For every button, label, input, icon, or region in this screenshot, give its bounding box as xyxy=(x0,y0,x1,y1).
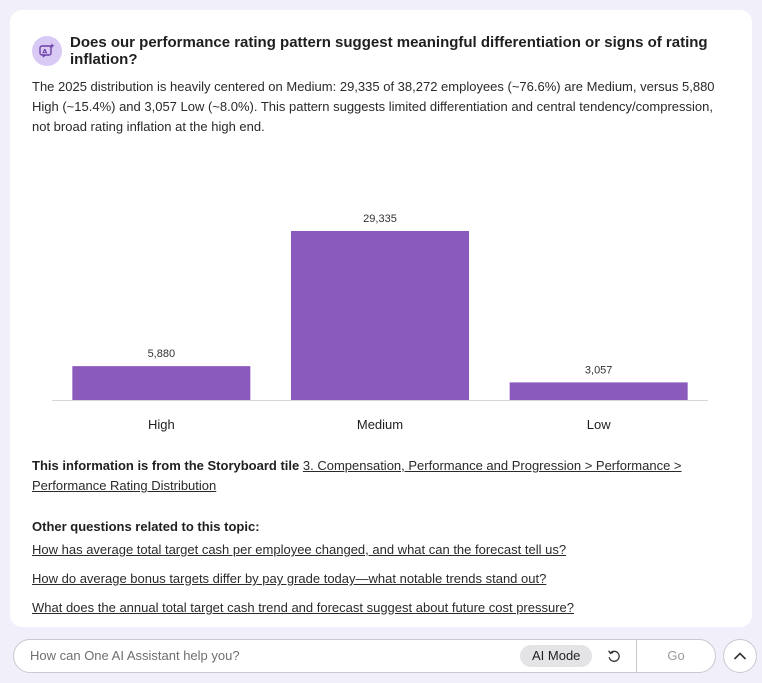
rating-distribution-chart: 5,880 High 29,335 Medium 3,057 Low xyxy=(10,190,752,440)
question-header: A Does our performance rating pattern su… xyxy=(32,34,722,68)
chevron-up-icon xyxy=(733,652,747,660)
data-label: 5,880 xyxy=(148,348,176,360)
x-tick-label: Low xyxy=(587,417,611,432)
data-label: 3,057 xyxy=(585,364,613,376)
source-info: This information is from the Storyboard … xyxy=(32,456,722,496)
x-tick-label: Medium xyxy=(357,417,403,432)
scroll-up-button[interactable] xyxy=(723,639,757,673)
bar-medium[interactable] xyxy=(291,231,469,400)
assistant-input-bar[interactable]: How can One AI Assistant help you? AI Mo… xyxy=(13,639,716,673)
bar-low[interactable] xyxy=(509,382,688,400)
data-label: 29,335 xyxy=(363,213,397,225)
related-question-link[interactable]: How do average bonus targets differ by p… xyxy=(32,571,547,586)
question-title: Does our performance rating pattern sugg… xyxy=(70,34,708,68)
ai-sparkle-icon: A xyxy=(32,36,62,66)
related-questions-title: Other questions related to this topic: xyxy=(32,519,260,534)
related-question-link[interactable]: What does the annual total target cash t… xyxy=(32,600,575,615)
chat-input[interactable]: How can One AI Assistant help you? xyxy=(30,648,240,663)
related-question-link[interactable]: How has average total target cash per em… xyxy=(32,542,567,557)
related-questions-list: How has average total target cash per em… xyxy=(32,540,722,627)
x-tick-label: High xyxy=(148,417,175,432)
answer-text: The 2025 distribution is heavily centere… xyxy=(32,79,715,134)
ai-mode-toggle[interactable]: AI Mode xyxy=(520,645,593,667)
svg-text:A: A xyxy=(42,48,47,56)
source-lead: This information is from the Storyboard … xyxy=(32,458,300,473)
input-divider xyxy=(636,640,637,672)
reset-icon[interactable] xyxy=(604,646,624,666)
bar-high[interactable] xyxy=(72,366,251,400)
storyboard-tile-link[interactable]: 3. Compensation, Performance and Progres… xyxy=(32,458,682,493)
answer-card: A Does our performance rating pattern su… xyxy=(10,10,752,627)
go-button[interactable]: Go xyxy=(667,648,685,663)
